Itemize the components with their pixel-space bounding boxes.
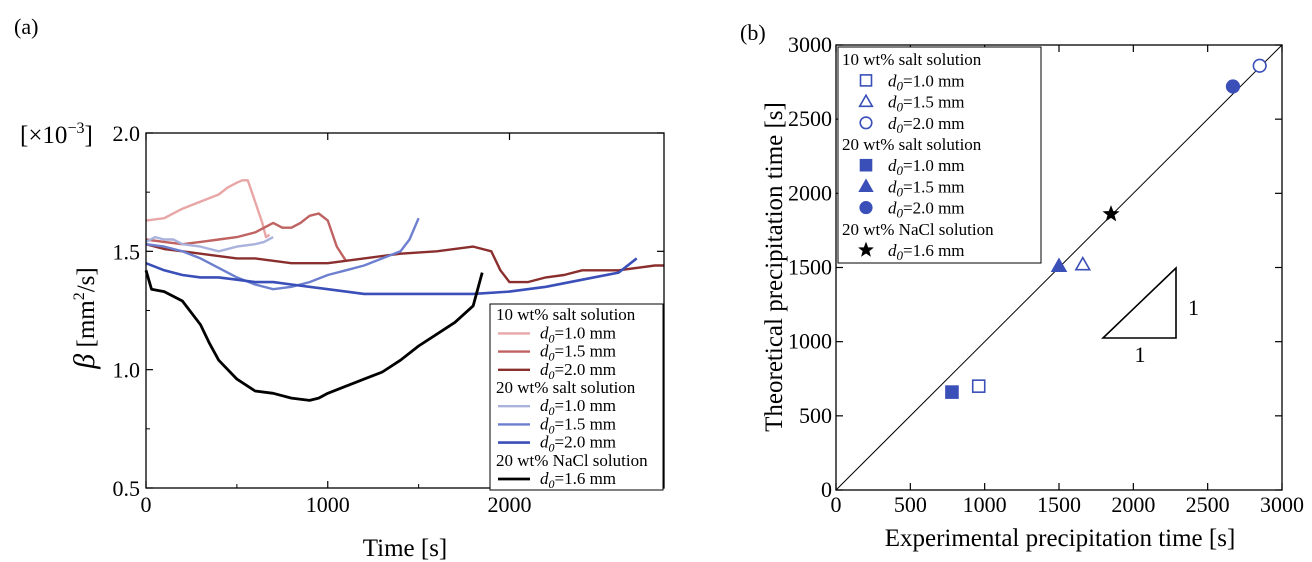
x-tick-label: 2000 [1111, 492, 1155, 517]
panel-b-x-axis-label: Experimental precipitation time [s] [885, 525, 1236, 552]
legend-entry: d0=1.5 mm [540, 414, 616, 436]
legend-marker [859, 158, 873, 172]
x-tick-label: 1000 [963, 492, 1007, 517]
legend-entry: d0=1.0 mm [540, 323, 616, 345]
panel-b-point-4 [1050, 257, 1068, 272]
panel-b-point-6 [1102, 205, 1120, 222]
panel-b-point-2 [1252, 58, 1267, 73]
legend-entry: d0=1.5 mm [888, 177, 965, 199]
legend-marker [858, 241, 874, 257]
legend-entry: d0=1.5 mm [888, 93, 965, 115]
legend-header: 20 wt% salt solution [496, 378, 636, 397]
panel-a-multiplier: [×10−3] [20, 120, 93, 149]
legend-marker [858, 178, 874, 192]
x-tick-label: 2500 [1186, 492, 1230, 517]
panel-a-y-axis-label: β [mm2/s] [68, 267, 101, 369]
legend-marker [859, 201, 873, 215]
legend-header: 10 wt% salt solution [496, 305, 636, 324]
y-tick-label: 2500 [788, 106, 832, 131]
panel-a-legend-box [489, 303, 664, 491]
y-tick-label: 2.0 [113, 121, 141, 146]
legend-entry: d0=1.6 mm [888, 241, 965, 263]
panel-b-y-axis-label: Theoretical precipitation time [s] [761, 102, 788, 432]
panel-a-series [144, 179, 664, 402]
panel-a-series-line-4 [145, 217, 420, 291]
legend-marker [859, 74, 873, 87]
panel-b-ticks: 0 500 1000 1500 2000 2500 3000 0 500 1000 1500 2000… [788, 32, 1304, 517]
panel-b-point-1 [1074, 256, 1092, 271]
x-tick-label: 0 [831, 492, 842, 517]
panel-a-series-line-6 [144, 269, 484, 402]
legend-header: 20 wt% NaCl solution [496, 451, 648, 470]
legend-entry: d0=2.0 mm [888, 199, 965, 221]
legend-header: 20 wt% NaCl solution [842, 220, 994, 239]
panel-b: (b) Theoretical precipitation time [s] E… [740, 20, 1304, 552]
panel-b-point-3 [945, 385, 959, 399]
x-tick-label: 3000 [1260, 492, 1304, 517]
legend-marker [859, 116, 873, 130]
y-tick-label: 0.5 [113, 476, 141, 501]
x-tick-label: 1500 [1037, 492, 1081, 517]
legend-entry: d0=1.0 mm [540, 396, 616, 418]
panel-a-series-line-0 [145, 179, 271, 239]
panel-a-ticks: 0 1000 2000 0.5 1.0 1.5 2.0 [113, 121, 664, 517]
panel-b-point-5 [1225, 79, 1241, 94]
legend-entry: d0=2.0 mm [888, 114, 965, 136]
panel-b-slope-triangle: 1 1 [1101, 266, 1199, 367]
panel-a-series-line-5 [145, 257, 638, 296]
x-tick-label: 0 [141, 492, 152, 517]
panel-b-label: (b) [740, 20, 766, 45]
panel-b-point-0 [971, 379, 986, 393]
y-tick-label: 1500 [788, 255, 832, 280]
legend-entry: d0=2.0 mm [540, 360, 616, 382]
panel-a: (a) [×10−3] β [mm2/s] Time [s] 0 1000 2000… [14, 14, 665, 562]
legend-marker [858, 93, 874, 108]
x-tick-label: 2000 [488, 492, 532, 517]
panel-a-series-line-3 [145, 235, 274, 253]
slope-triangle-vertical-label: 1 [1188, 295, 1199, 320]
y-tick-label: 1000 [788, 329, 832, 354]
legend-header: 10 wt% salt solution [842, 50, 982, 69]
legend-entry: d0=1.0 mm [888, 71, 965, 93]
x-tick-label: 500 [894, 492, 927, 517]
panel-a-x-axis-label: Time [s] [363, 535, 448, 562]
y-tick-label: 1.5 [113, 239, 141, 264]
panel-b-points [945, 58, 1267, 399]
y-tick-label: 2000 [788, 180, 832, 205]
legend-entry: d0=1.6 mm [540, 469, 616, 491]
x-tick-label: 1000 [306, 492, 350, 517]
legend-header: 20 wt% salt solution [842, 135, 982, 154]
y-tick-label: 0 [821, 477, 832, 502]
legend-entry: d0=2.0 mm [540, 433, 616, 455]
panel-a-series-line-1 [145, 212, 347, 262]
legend-entry: d0=1.0 mm [888, 156, 965, 178]
slope-triangle-horizontal-label: 1 [1135, 342, 1146, 367]
y-tick-label: 1.0 [113, 358, 141, 383]
legend-entry: d0=1.5 mm [540, 342, 616, 364]
y-tick-label: 500 [799, 403, 832, 428]
panel-a-series-line-2 [145, 243, 664, 284]
panel-a-label: (a) [14, 14, 38, 39]
y-tick-label: 3000 [788, 32, 832, 57]
slope-triangle-shape [1101, 266, 1177, 339]
